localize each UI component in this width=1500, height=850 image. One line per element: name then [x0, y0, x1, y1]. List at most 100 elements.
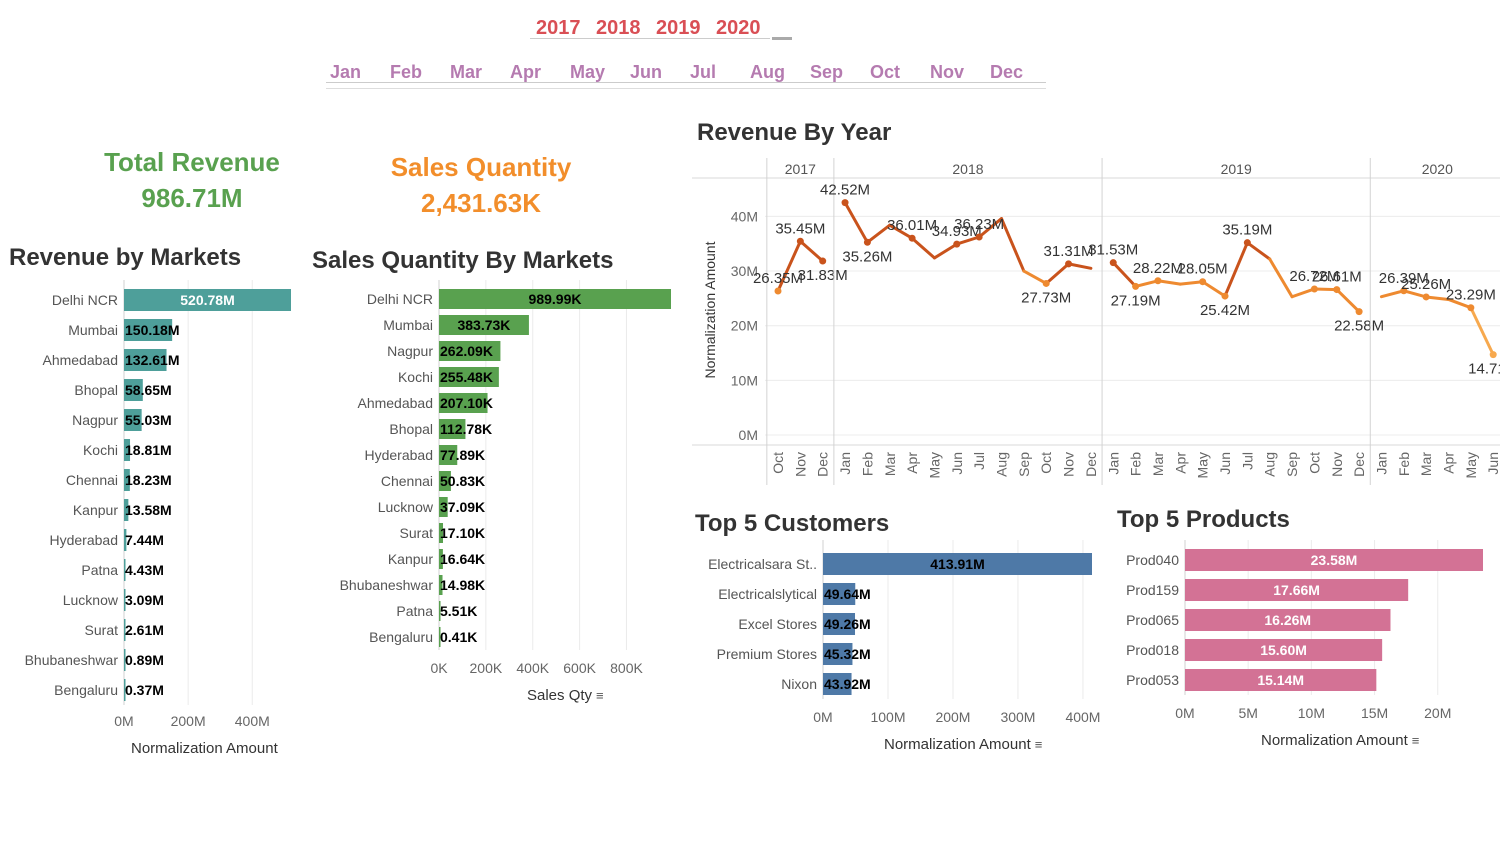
data-label: 45.32M — [824, 646, 871, 662]
year-2017-button[interactable]: 2017 — [536, 17, 581, 40]
series-line — [934, 244, 956, 258]
month-tick-label: Nov — [792, 452, 808, 477]
month-tick-label: Mar — [1150, 452, 1166, 476]
data-label: 520.78M — [180, 292, 234, 308]
data-label: 36.23M — [954, 216, 1004, 233]
month-tick-label: Jan — [837, 452, 853, 475]
month-jul-button[interactable]: Jul — [690, 62, 716, 83]
data-label: 14.98K — [440, 577, 485, 593]
data-label: 23.29M — [1446, 287, 1496, 304]
series-line — [1046, 264, 1068, 284]
category-label: Excel Stores — [738, 616, 817, 632]
tick-label: 0M — [813, 709, 832, 725]
category-label: Patna — [81, 562, 118, 578]
data-label: 16.64K — [440, 551, 485, 567]
year-filter-scroll-handle[interactable] — [772, 37, 792, 40]
y-tick-label: 0M — [739, 427, 758, 443]
category-label: Bengaluru — [54, 682, 118, 698]
month-tick-label: Jan — [1105, 452, 1121, 475]
data-point — [1110, 259, 1117, 266]
category-label: Kanpur — [388, 551, 433, 567]
tick-label: 300M — [1000, 709, 1035, 725]
category-label: Bhubaneshwar — [340, 577, 434, 593]
category-label: Hyderabad — [50, 532, 119, 548]
month-may-button[interactable]: May — [570, 62, 605, 83]
data-point — [775, 287, 782, 294]
data-label: 207.10K — [440, 395, 493, 411]
data-label: 31.53M — [1088, 242, 1138, 259]
revenue-by-year-title: Revenue By Year — [697, 119, 891, 147]
month-jun-button[interactable]: Jun — [630, 62, 662, 83]
sort-icon[interactable]: ≡ — [596, 688, 604, 703]
month-apr-button[interactable]: Apr — [510, 62, 541, 83]
category-label: Kanpur — [73, 502, 118, 518]
data-point — [1065, 260, 1072, 267]
category-label: Electricalslytical — [718, 586, 817, 602]
top5-customers-title: Top 5 Customers — [695, 510, 889, 538]
month-tick-label: Mar — [882, 452, 898, 476]
data-point — [1244, 239, 1251, 246]
month-tick-label: May — [1195, 452, 1211, 478]
month-feb-button[interactable]: Feb — [390, 62, 422, 83]
series-line — [1002, 219, 1024, 271]
tick-label: 200M — [935, 709, 970, 725]
data-label: 262.09K — [440, 343, 493, 359]
category-label: Ahmedabad — [357, 395, 433, 411]
month-tick-label: Feb — [859, 452, 875, 476]
data-point — [1356, 308, 1363, 315]
category-label: Mumbai — [383, 317, 433, 333]
tick-label: 400M — [1065, 709, 1100, 725]
series-line — [1203, 282, 1225, 296]
sales-qty-x-axis-title: Sales Qty ≡ — [527, 687, 604, 704]
data-label: 14.71M — [1468, 361, 1500, 378]
month-mar-button[interactable]: Mar — [450, 62, 482, 83]
month-sep-button[interactable]: Sep — [810, 62, 843, 83]
month-nov-button[interactable]: Nov — [930, 62, 964, 83]
data-label: 255.48K — [440, 369, 493, 385]
tick-label: 100M — [870, 709, 905, 725]
top5-customers-chart: Electricalsara St.. 413.91M Electricalslyt… — [690, 540, 1110, 735]
data-label: 42.52M — [820, 182, 870, 199]
category-label: Prod040 — [1126, 552, 1179, 568]
tick-label: 200K — [470, 660, 503, 676]
tick-label: 200M — [171, 713, 206, 729]
series-line — [1024, 271, 1046, 283]
category-label: Chennai — [66, 472, 118, 488]
customers-x-axis-title: Normalization Amount ≡ — [884, 736, 1042, 753]
data-label: 35.19M — [1222, 222, 1272, 239]
month-tick-label: Dec — [815, 452, 831, 477]
year-filter-underline — [530, 38, 770, 39]
data-label: 15.14M — [1257, 672, 1304, 688]
month-aug-button[interactable]: Aug — [750, 62, 785, 83]
sort-icon[interactable]: ≡ — [1412, 733, 1420, 748]
sort-icon[interactable]: ≡ — [1035, 737, 1043, 752]
data-label: 25.26M — [1401, 276, 1451, 293]
data-label: 15.60M — [1260, 642, 1307, 658]
series-line — [1471, 308, 1493, 355]
tick-label: 800K — [610, 660, 643, 676]
category-label: Prod018 — [1126, 642, 1179, 658]
category-label: Delhi NCR — [367, 291, 433, 307]
year-2019-button[interactable]: 2019 — [656, 17, 701, 40]
revenue-by-markets-title: Revenue by Markets — [9, 244, 241, 272]
month-tick-label: Nov — [1329, 452, 1345, 477]
tick-label: 400K — [516, 660, 549, 676]
month-oct-button[interactable]: Oct — [870, 62, 900, 83]
category-label: Kochi — [83, 442, 118, 458]
month-dec-button[interactable]: Dec — [990, 62, 1023, 83]
year-2020-button[interactable]: 2020 — [716, 17, 761, 40]
series-line — [800, 241, 822, 261]
data-point — [1132, 283, 1139, 290]
data-label: 0.37M — [125, 682, 164, 698]
data-point — [1222, 293, 1229, 300]
month-tick-label: Mar — [1418, 452, 1434, 476]
month-tick-label: Jun — [1217, 452, 1233, 475]
month-jan-button[interactable]: Jan — [330, 62, 361, 83]
data-label: 413.91M — [930, 556, 984, 572]
month-tick-label: Jun — [1485, 452, 1500, 475]
year-2018-button[interactable]: 2018 — [596, 17, 641, 40]
data-label: 26.61M — [1312, 269, 1362, 286]
data-point — [819, 258, 826, 265]
sales-qty-x-axis-title-text: Sales Qty — [527, 687, 592, 704]
data-point — [1333, 286, 1340, 293]
